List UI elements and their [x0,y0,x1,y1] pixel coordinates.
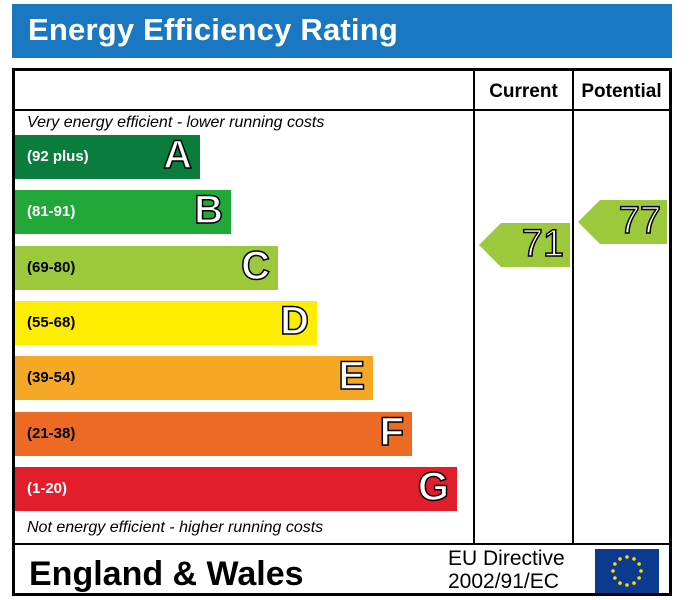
eu-star [632,557,636,561]
eu-star [625,583,629,587]
eu-star [618,557,622,561]
eu-star [637,562,641,566]
page-title: Energy Efficiency Rating [28,12,399,47]
band-g: (1-20) G [15,464,457,511]
band-d: (55-68) D [15,298,317,345]
band-b: (81-91) B [15,188,231,235]
potential-rating: 77 [578,200,667,245]
band-range-label: (81-91) [27,203,76,221]
current-rating-value: 71 [521,222,565,266]
potential-rating-shape [578,200,667,245]
band-range-label: (69-80) [27,258,76,276]
band-a: (92 plus) A [15,132,200,179]
eu-star [613,576,617,580]
band-f: (21-38) F [15,409,412,456]
header-divider [15,109,669,111]
band-letter: C [240,243,270,289]
band-range-label: (55-68) [27,313,76,331]
band-letter: D [279,298,309,344]
band-letter: G [417,464,450,510]
eu-directive-line2: 2002/91/EC [448,570,559,593]
divider-current [473,71,475,543]
current-rating: 71 [479,222,570,268]
band-letter: A [162,132,192,178]
band-range-label: (21-38) [27,424,76,442]
band-letter: E [338,353,366,399]
footer-divider [15,543,669,545]
column-current-header: Current [489,81,558,102]
region-label: England & Wales [29,555,304,593]
band-letter: F [379,409,405,455]
band-range-label: (92 plus) [27,148,89,165]
rating-chart: Current Potential Very energy efficient … [12,68,672,596]
eu-star [637,576,641,580]
band-e: (39-54) E [15,353,373,401]
column-potential-header: Potential [581,81,662,102]
eu-flag-icon [595,549,659,593]
caption-top: Very energy efficient - lower running co… [27,114,325,131]
current-rating-pointer [479,223,570,268]
band-range-label: (1-20) [27,479,68,497]
eu-star [625,555,629,559]
eu-star [639,569,643,573]
eu-star [613,562,617,566]
eu-star [618,581,622,585]
eu-star [632,581,636,585]
eu-directive: EU Directive 2002/91/EC [448,547,565,593]
potential-rating-pointer [578,200,667,245]
divider-potential [572,71,574,543]
band-letter: B [193,188,223,234]
band-range-label: (39-54) [27,369,76,387]
caption-bottom: Not energy efficient - higher running co… [27,519,324,536]
current-rating-shape [479,223,570,268]
eu-star [611,569,615,573]
potential-rating-value: 77 [618,200,662,244]
title-bar: Energy Efficiency Rating [12,4,672,58]
band-c: (69-80) C [15,243,278,290]
eu-directive-line1: EU Directive [448,547,565,570]
